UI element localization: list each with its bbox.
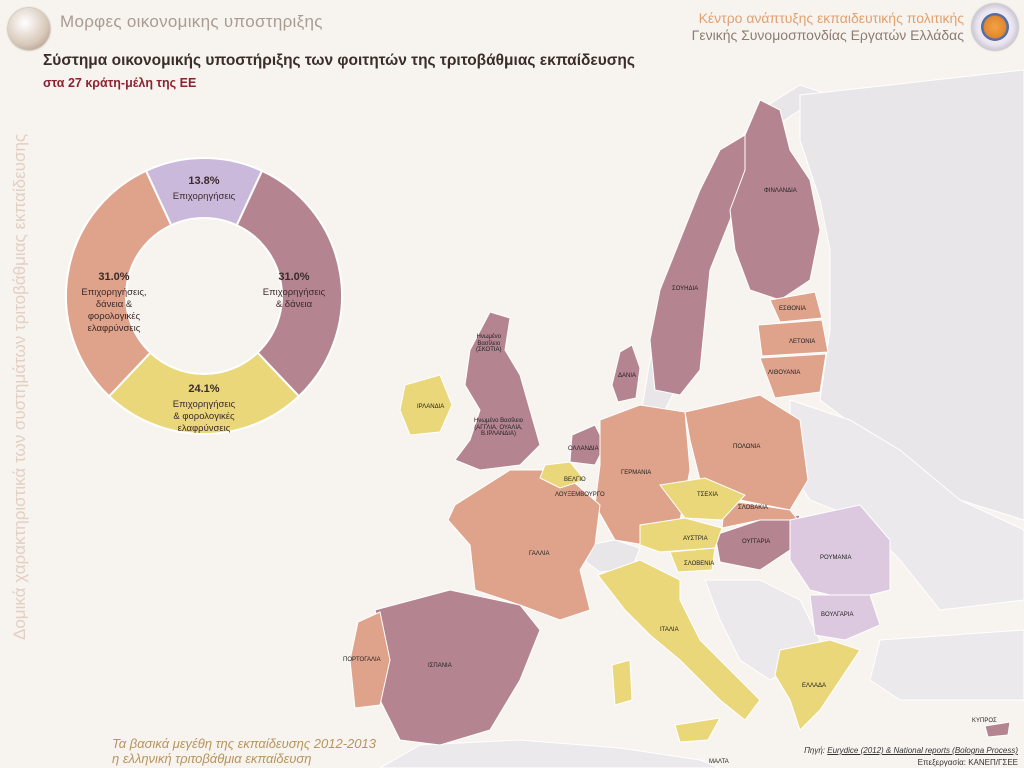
footer-link-greek-higher-education[interactable]: η ελληνική τριτοβάθμια εκπαίδευση [112, 751, 312, 766]
map-bulgaria [809, 594, 881, 641]
donut-slice-label: & φορολογικές [173, 411, 235, 422]
donut-slice [65, 169, 173, 398]
organization-subtitle: Γενικής Συνομοσπονδίας Εργατών Ελλάδας [691, 27, 964, 43]
map-estonia [769, 291, 823, 323]
map-greece [774, 639, 861, 731]
section-vertical-title: Δομικά χαρακτηριστικά των συστημάτων τρι… [10, 133, 29, 640]
map-label-cyprus: ΚΥΠΡΟΣ [972, 718, 997, 724]
map-latvia [757, 319, 829, 357]
map-label-ireland: ΙΡΛΑΝΔΙΑ [417, 404, 445, 410]
map-czechia [659, 477, 746, 521]
source-note: Πηγή: Eurydice (2012) & National reports… [804, 746, 1018, 755]
map-slovakia [721, 499, 800, 529]
organization-logo-left [8, 8, 50, 50]
map-label-portugal: ΠΟΡΤΟΓΑΛΙΑ [343, 657, 381, 663]
donut-slice-label: Επιχορηγήσεις [263, 287, 326, 298]
donut-slice-label: ελαφρύνσεις [178, 423, 231, 434]
map-label-belgium: ΒΕΛΓΙΟ [564, 477, 586, 483]
donut-slice-label: ελαφρύνσεις [88, 323, 141, 334]
map-turkey [869, 629, 1024, 701]
organization-name: Κέντρο ανάπτυξης εκπαιδευτικής πολιτικής [698, 10, 964, 26]
map-label-luxembourg: ΛΟΥΞΕΜΒΟΥΡΓΟ [555, 492, 605, 498]
donut-slice-percent: 31.0% [98, 271, 129, 283]
map-sicily [674, 717, 721, 743]
donut-slice-label: Επιχορηγήσεις [173, 399, 236, 410]
donut-slice-label: Επιχορηγήσεις, [81, 287, 146, 298]
page-title: Μορφες οικονομικης υποστηριξης [60, 12, 323, 31]
donut-slice [107, 351, 301, 435]
map-label-poland: ΠΟΛΩΝΙΑ [733, 444, 761, 450]
map-italy [597, 559, 761, 721]
map-label-italy: ΙΤΑΛΙΑ [660, 627, 679, 633]
donut-slice-percent: 31.0% [278, 271, 309, 283]
map-label-estonia: ΕΣΘΟΝΙΑ [779, 306, 807, 312]
map-russia-east [799, 69, 1024, 521]
map-label-netherlands: ΟΛΛΑΝΔΙΑ [568, 446, 599, 452]
donut-slice [235, 169, 343, 398]
map-label-germany: ΓΕΡΜΑΝΙΑ [621, 470, 652, 476]
map-slovenia [669, 547, 716, 573]
map-label-latvia: ΛΕΤΟΝΙΑ [789, 339, 816, 345]
map-label-bulgaria: ΒΟΥΛΓΑΡΙΑ [821, 612, 854, 618]
map-ireland [399, 374, 453, 436]
map-label-czechia: ΤΣΕΧΙΑ [697, 492, 719, 498]
map-label-uk-main: Ηνωμένο Βασίλειο (ΑΓΓΛΙΑ, ΟΥΑΛΙΑ, Β.ΙΡΛΑ… [474, 418, 524, 438]
map-label-malta: ΜΑΛΤΑ [709, 759, 729, 765]
map-label-france: ΓΑΛΛΙΑ [529, 551, 550, 557]
donut-slice-label: & δάνεια [276, 299, 313, 310]
map-label-romania: ΡΟΥΜΑΝΙΑ [820, 555, 852, 561]
map-label-denmark: ΔΑΝΙΑ [618, 373, 637, 379]
map-label-uk-scotland: Ηνωμένο Βασίλειο (ΣΚΟΤΙΑ) [476, 334, 502, 354]
chart-title: Σύστημα οικονομικής υποστήριξης των φοιτ… [43, 52, 635, 69]
donut-slice-label: Επιχορηγήσεις [173, 191, 236, 202]
map-austria [639, 517, 723, 553]
map-label-hungary: ΟΥΓΓΑΡΙΑ [742, 539, 771, 545]
donut-slice-label: δάνεια & [96, 299, 133, 310]
footer-link-education-figures[interactable]: Τα βασικά μεγέθη της εκπαίδευσης 2012-20… [112, 736, 376, 751]
map-label-slovenia: ΣΛΟΒΕΝΙΑ [684, 561, 715, 567]
map-sardinia [611, 659, 633, 706]
map-lithuania [759, 353, 827, 399]
donut-slice-percent: 13.8% [188, 175, 219, 187]
donut-slice-percent: 24.1% [188, 383, 219, 395]
map-portugal [349, 611, 391, 709]
map-cyprus [984, 721, 1011, 738]
credit-note: Επεξεργασία: ΚΑΝΕΠ/ΓΣΕΕ [918, 758, 1018, 767]
credit-label: Επεξεργασία: [917, 758, 966, 767]
map-belarus-ukraine [789, 399, 1024, 611]
map-denmark [611, 344, 641, 403]
map-label-finland: ΦΙΝΛΑΝΔΙΑ [764, 188, 797, 194]
map-spain [374, 589, 541, 746]
map-label-sweden: ΣΟΥΗΔΙΑ [672, 286, 699, 292]
map-sweden [649, 134, 746, 396]
map-label-greece: ΕΛΛΑΔΑ [802, 683, 827, 689]
map-finland [729, 99, 821, 301]
organization-logo-right [972, 4, 1018, 50]
source-text: Eurydice (2012) & National reports (Bolo… [827, 746, 1018, 755]
donut-slice-label: φορολογικές [88, 311, 141, 322]
map-belgium [539, 461, 586, 489]
map-north-africa [378, 739, 721, 768]
map-uk [454, 311, 541, 471]
map-label-spain: ΙΣΠΑΝΙΑ [428, 663, 452, 669]
chart-subtitle: στα 27 κράτη-μέλη της ΕΕ [43, 76, 197, 90]
source-label: Πηγή: [804, 746, 825, 755]
map-label-austria: ΑΥΣΤΡΙΑ [683, 536, 708, 542]
credit-text: ΚΑΝΕΠ/ΓΣΕΕ [968, 758, 1018, 767]
map-label-lithuania: ΛΙΘΟΥΑΝΙΑ [768, 370, 801, 376]
map-label-slovakia: ΣΛΟΒΑΚΙΑ [738, 505, 768, 511]
